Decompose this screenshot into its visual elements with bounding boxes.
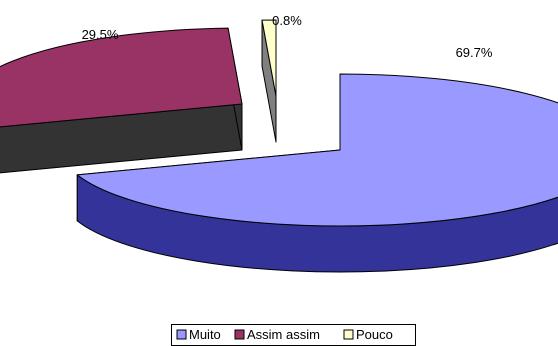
- legend-swatch-pouco: [343, 329, 354, 340]
- pie-slice-pouco: [261, 19, 277, 143]
- data-label-assim-assim: 29.5%: [82, 27, 119, 42]
- pie-slice-top-pouco: [261, 19, 277, 97]
- legend-label-assim-assim: Assim assim: [247, 327, 320, 342]
- data-label-muito: 69.7%: [456, 45, 493, 60]
- pie-slice-assim-assim: [0, 27, 243, 174]
- pie-slice-top-assim-assim: [0, 27, 243, 128]
- legend-label-pouco: Pouco: [356, 327, 393, 342]
- legend-item-pouco: Pouco: [343, 327, 393, 342]
- legend-swatch-assim-assim: [234, 329, 245, 340]
- legend-label-muito: Muito: [189, 327, 221, 342]
- pie-slice-muito: [76, 73, 558, 273]
- data-label-pouco: 0.8%: [272, 13, 302, 28]
- legend: Muito Assim assim Pouco: [171, 324, 416, 346]
- legend-item-assim-assim: Assim assim: [234, 327, 320, 342]
- legend-item-muito: Muito: [176, 327, 221, 342]
- pie-labels: 69.7% 29.5% 0.8%: [82, 13, 493, 60]
- pie-slice-top-muito: [76, 73, 558, 227]
- legend-swatch-muito: [176, 329, 187, 340]
- pie-slices: [0, 19, 558, 273]
